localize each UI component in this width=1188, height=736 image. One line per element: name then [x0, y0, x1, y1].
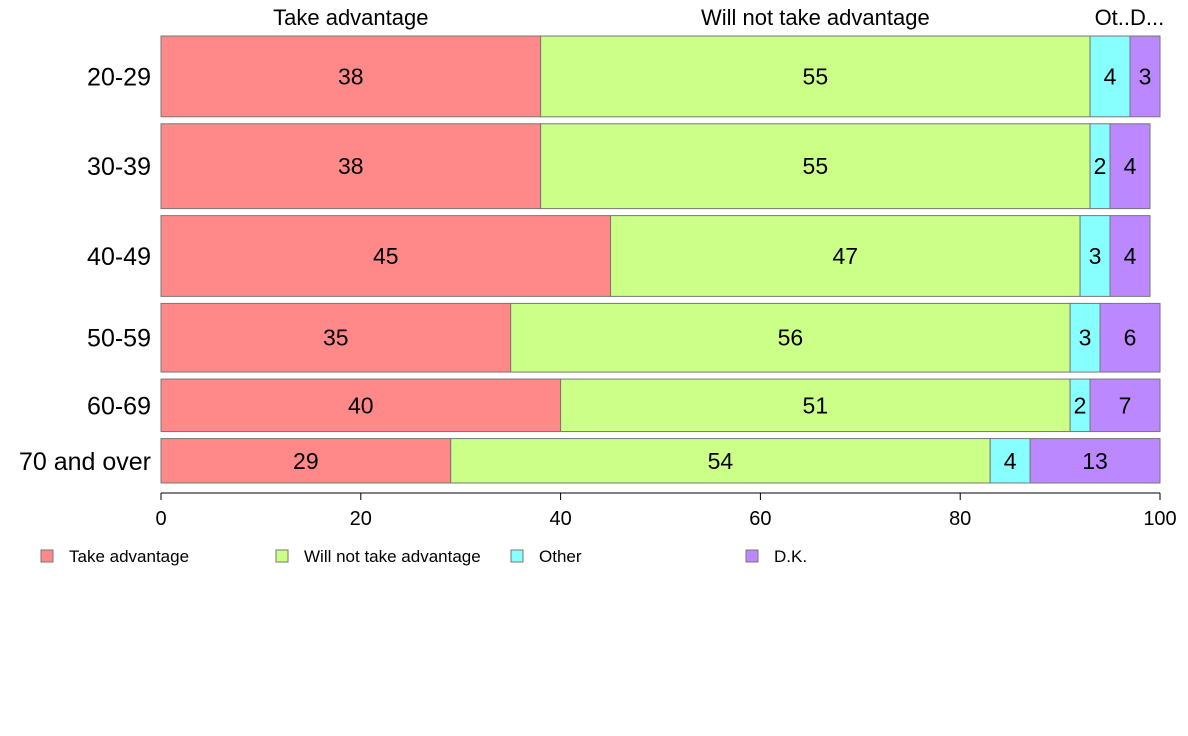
data-label-take-advantage-20-29: 38 — [338, 63, 364, 89]
legend-swatch-other — [510, 549, 524, 563]
column-headers: Take advantage Will not take advantage Ot.… — [273, 5, 1164, 30]
bar-take-advantage-50-59 — [160, 302, 512, 373]
category-label-70-and-over: 70 and over — [19, 448, 151, 476]
bar-will-not-take-advantage-40-49 — [610, 215, 1081, 297]
category-label-20-29: 20-29 — [87, 63, 151, 91]
data-label-will-not-take-advantage-70-and-over: 54 — [708, 448, 734, 474]
bar-other-40-49 — [1079, 215, 1111, 297]
data-label-will-not-take-advantage-30-39: 55 — [803, 153, 829, 179]
bars-area: 38 55 4 338 55 2 445 47 3 435 56 3 640 51 2 729 54 4 13 — [160, 35, 1161, 484]
data-label-will-not-take-advantage-60-69: 51 — [803, 392, 829, 418]
bar-d-k-30-39 — [1109, 123, 1151, 210]
data-label-d-k-20-29: 3 — [1139, 63, 1152, 89]
legend-label-take-advantage: Take advantage — [69, 547, 189, 566]
bar-d-k-60-69 — [1089, 378, 1161, 433]
x-tick-label-80: 80 — [949, 508, 971, 530]
data-label-d-k-50-59: 6 — [1124, 325, 1137, 351]
data-label-d-k-40-49: 4 — [1124, 243, 1137, 269]
bar-d-k-70-and-over — [1029, 438, 1161, 484]
data-label-other-30-39: 2 — [1094, 153, 1107, 179]
bar-will-not-take-advantage-50-59 — [510, 302, 1071, 373]
column-header-take-advantage: Take advantage — [273, 5, 428, 30]
category-label-60-69: 60-69 — [87, 392, 151, 420]
legend-swatch-will-not-take-advantage — [275, 549, 289, 563]
data-label-d-k-70-and-over: 13 — [1082, 448, 1108, 474]
x-tick-label-40: 40 — [549, 508, 571, 530]
data-label-will-not-take-advantage-40-49: 47 — [833, 243, 859, 269]
bar-take-advantage-40-49 — [160, 215, 612, 297]
data-label-take-advantage-70-and-over: 29 — [293, 448, 319, 474]
bar-d-k-50-59 — [1099, 302, 1161, 373]
x-axis: 0 20 40 60 80 100 — [155, 492, 1177, 530]
bar-will-not-take-advantage-30-39 — [540, 123, 1091, 210]
x-tick-label-0: 0 — [155, 508, 166, 530]
legend-label-d-k: D.K. — [774, 547, 807, 566]
data-label-d-k-60-69: 7 — [1119, 392, 1132, 418]
data-label-take-advantage-30-39: 38 — [338, 153, 364, 179]
category-label-30-39: 30-39 — [87, 153, 151, 181]
x-tick-label-20: 20 — [350, 508, 372, 530]
x-tick-label-100: 100 — [1143, 508, 1176, 530]
data-label-take-advantage-40-49: 45 — [373, 243, 399, 269]
category-label-40-49: 40-49 — [87, 243, 151, 271]
column-header-d-k: D... — [1130, 5, 1164, 30]
data-label-other-20-29: 4 — [1104, 63, 1117, 89]
data-label-will-not-take-advantage-20-29: 55 — [803, 63, 829, 89]
column-header-other: Ot.. — [1095, 5, 1130, 30]
bar-take-advantage-30-39 — [160, 123, 542, 210]
legend-label-will-not-take-advantage: Will not take advantage — [304, 547, 481, 566]
bar-d-k-20-29 — [1129, 35, 1161, 118]
legend-label-other: Other — [539, 547, 582, 566]
data-label-will-not-take-advantage-50-59: 56 — [778, 325, 804, 351]
legend-swatch-take-advantage — [40, 549, 54, 563]
data-label-take-advantage-50-59: 35 — [323, 325, 349, 351]
bar-will-not-take-advantage-20-29 — [540, 35, 1091, 118]
category-label-50-59: 50-59 — [87, 325, 151, 353]
data-label-d-k-30-39: 4 — [1124, 153, 1137, 179]
legend-swatch-d-k — [745, 549, 759, 563]
data-label-other-70-and-over: 4 — [1004, 448, 1017, 474]
data-label-take-advantage-60-69: 40 — [348, 392, 374, 418]
bar-other-20-29 — [1089, 35, 1131, 118]
category-labels: 20-29 30-39 40-49 50-59 60-69 70 and over — [19, 63, 151, 475]
data-label-other-50-59: 3 — [1079, 325, 1092, 351]
data-label-other-40-49: 3 — [1089, 243, 1102, 269]
column-header-will-not-take-advantage: Will not take advantage — [701, 5, 930, 30]
bar-other-50-59 — [1069, 302, 1101, 373]
bar-take-advantage-60-69 — [160, 378, 562, 433]
bar-take-advantage-20-29 — [160, 35, 542, 118]
bar-will-not-take-advantage-60-69 — [560, 378, 1071, 433]
bar-d-k-40-49 — [1109, 215, 1151, 297]
legend: Take advantage Will not take advantage Oth… — [40, 547, 807, 566]
x-tick-label-60: 60 — [749, 508, 771, 530]
data-label-other-60-69: 2 — [1074, 392, 1087, 418]
